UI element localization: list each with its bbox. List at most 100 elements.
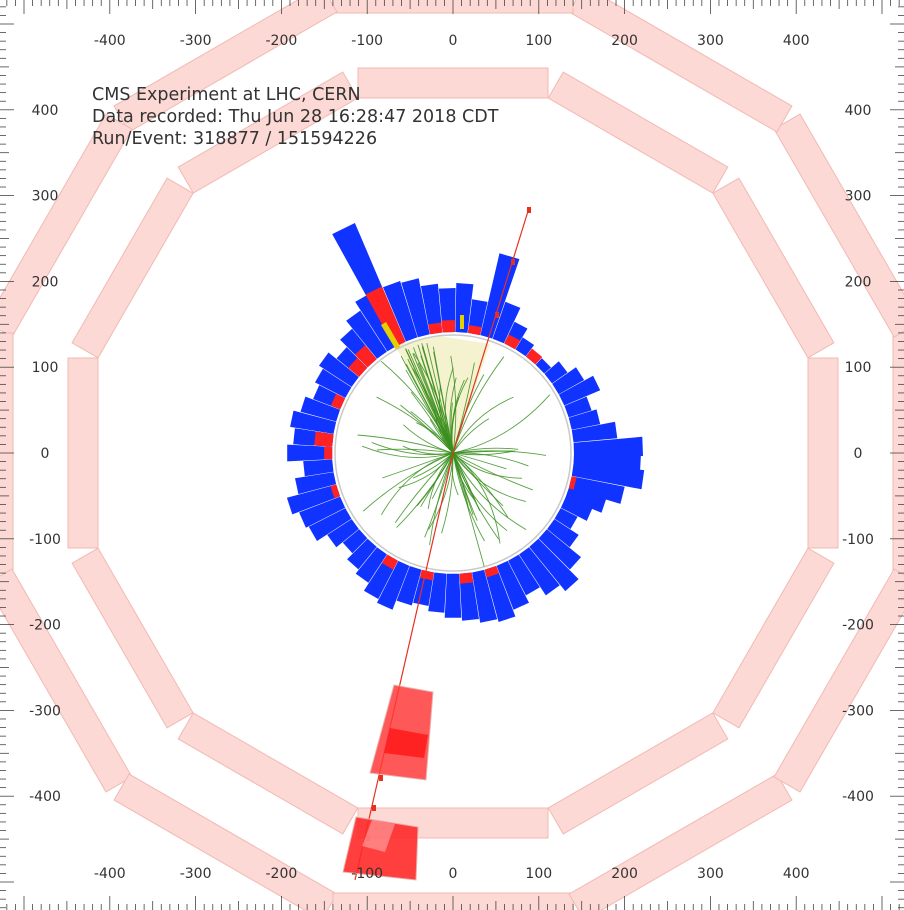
hcal-tower [286, 484, 340, 515]
x-tick-label-top: -100 [351, 33, 383, 49]
track [361, 445, 454, 458]
muon-chamber [807, 357, 839, 549]
track [452, 394, 551, 454]
tracker-tracks [357, 342, 551, 567]
hcal-tower [303, 459, 334, 477]
hcal-tower [319, 352, 359, 387]
hcal-tower [295, 472, 337, 495]
x-tick-label-bottom: 100 [525, 866, 552, 882]
jet-track [405, 349, 454, 454]
hcal-tower [535, 358, 551, 374]
x-tick-label-bottom: -400 [94, 866, 126, 882]
muon-hit-dot [379, 775, 383, 781]
muon-chamber [712, 547, 835, 729]
hcal-tower [444, 573, 462, 618]
ecal-tower [330, 393, 346, 410]
track [452, 452, 474, 515]
ecal-towers [314, 286, 577, 584]
ecal-tower [381, 554, 398, 570]
track [357, 434, 454, 454]
hcal-tower [346, 310, 387, 359]
y-tick-label-left: 300 [32, 189, 59, 205]
muon-chamber [568, 0, 793, 133]
y-tick-label-right: -100 [842, 532, 874, 548]
experiment-title: CMS Experiment at LHC, CERN [92, 85, 361, 105]
muon-chamber [568, 773, 793, 910]
ecal-tower [526, 348, 543, 365]
muon-chamber [0, 568, 133, 793]
ecal-tower [314, 431, 334, 447]
track [450, 355, 457, 454]
x-tick-label-bottom: -200 [266, 866, 298, 882]
y-tick-label-left: -300 [29, 703, 61, 719]
hcal-tower [529, 538, 579, 592]
hcal-tower [308, 508, 352, 541]
muon-chamber [547, 71, 729, 194]
tracker-boundary [334, 334, 572, 572]
ecal-hit [460, 315, 464, 329]
ecal-tower [484, 566, 499, 578]
hcal-tower [396, 566, 422, 606]
x-tick-label-bottom: -100 [351, 866, 383, 882]
hcal-tower [547, 519, 579, 548]
muon-chamber [67, 357, 99, 549]
y-tick-label-right: 200 [845, 274, 872, 290]
muon-hit-dot [527, 207, 531, 213]
jet-track [413, 347, 454, 454]
track [452, 450, 516, 456]
muon-chamber [177, 71, 359, 194]
track [452, 452, 501, 544]
y-tick-label-right: -400 [842, 789, 874, 805]
muon-chamber [177, 712, 359, 835]
hcal-tower [287, 444, 333, 462]
x-tick-label-top: 300 [697, 33, 724, 49]
hcal-tower [571, 421, 618, 443]
run-event-number: Run/Event: 318877 / 151594226 [92, 129, 378, 149]
hcal-tower [564, 396, 592, 418]
hcal-tower [300, 396, 340, 422]
hcal-tower [492, 301, 521, 344]
hcal-tower [428, 572, 447, 613]
ecal-tower [324, 446, 333, 460]
ecal-tower [330, 484, 340, 499]
hcal-tower [560, 496, 593, 521]
y-tick-label-left: 100 [32, 360, 59, 376]
y-tick-label-right: -200 [842, 618, 874, 634]
x-tick-label-top: -400 [94, 33, 126, 49]
hcal-tower [459, 572, 479, 621]
muon-chamber-hit [384, 728, 428, 758]
muon-chamber [71, 547, 194, 729]
hcal-tower [558, 375, 601, 406]
muon-chamber [547, 712, 729, 835]
track [452, 452, 480, 510]
x-tick-label-top: 400 [783, 33, 810, 49]
muon-hit-dot [372, 805, 376, 811]
hcal-tower [455, 283, 474, 333]
track [382, 452, 454, 479]
y-tick-label-left: 200 [32, 274, 59, 290]
track [362, 452, 454, 512]
jet-track [400, 355, 454, 454]
hcal-tower [552, 367, 585, 395]
hcal-tower [554, 508, 578, 529]
hcal-tower [355, 547, 387, 583]
muon-chamber-hit [362, 820, 395, 852]
y-tick-label-left: -100 [29, 532, 61, 548]
track [396, 452, 454, 528]
y-tick-label-left: -200 [29, 618, 61, 634]
jet-track [422, 345, 454, 454]
muon-chamber [712, 177, 835, 359]
track [429, 452, 454, 545]
x-tick-label-bottom: 400 [783, 866, 810, 882]
y-tick-label-right: 100 [845, 360, 872, 376]
track [441, 452, 454, 534]
track [452, 452, 533, 491]
hcal-tower [484, 566, 516, 622]
track [394, 452, 454, 524]
ecal-tower [354, 345, 377, 368]
hcal-tower [519, 547, 560, 596]
muon-chamber [773, 113, 904, 338]
hcal-tower [472, 569, 498, 623]
